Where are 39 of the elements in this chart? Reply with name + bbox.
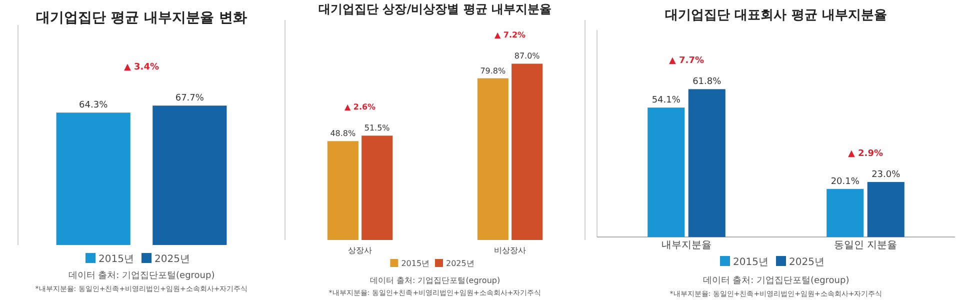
x-tick-label: 내부지분율	[662, 240, 712, 251]
x-tick-label: 상장사	[348, 246, 372, 255]
data-label: 23.0%	[872, 170, 901, 180]
bar	[477, 78, 508, 240]
bar	[867, 182, 904, 237]
annotation: ▲ 2.9%	[848, 148, 884, 159]
data-label: 61.8%	[692, 77, 722, 88]
bar	[327, 141, 358, 240]
bar	[688, 89, 726, 237]
data-label: 54.1%	[652, 96, 681, 106]
data-label: 64.3%	[79, 100, 108, 111]
chart-title: 대기업집단 상장/비상장별 평균 내부지분율	[318, 2, 552, 16]
legend-label: 2025년	[789, 257, 824, 268]
bar	[512, 64, 543, 240]
text: ▲ 7.2%	[494, 30, 526, 40]
legend-label: 2025년	[154, 254, 190, 265]
legend-label: 2025년	[446, 259, 474, 268]
data-label: 79.8%	[480, 66, 506, 76]
bar	[362, 136, 393, 240]
text: 데이터 출처: 기업집단포털(egroup)	[68, 271, 215, 281]
data-label: 48.8%	[330, 129, 356, 138]
bar	[826, 188, 864, 237]
text: 데이터 출처: 기업집단포털(egroup)	[370, 276, 500, 285]
legend-label: 2015년	[401, 259, 430, 268]
data-label: 87.0%	[514, 52, 540, 61]
bar	[648, 108, 685, 237]
data-label: 51.5%	[364, 124, 390, 133]
text: ▲ 3.4%	[124, 62, 160, 73]
data-label: 67.7%	[175, 94, 204, 104]
chart-title: 대기업집단 평균 내부지분율 변화	[36, 10, 247, 26]
data-label: 20.1%	[830, 176, 860, 187]
text: 데이터 출처: 기업집단포털(egroup)	[702, 276, 850, 286]
x-tick-label: 비상장사	[494, 246, 526, 255]
legend-label: 2015년	[98, 254, 134, 265]
x-tick-label: 동일인 지분율	[834, 240, 898, 251]
annotation: ▲ 2.6%	[344, 102, 376, 112]
legend-label: 2015년	[733, 257, 768, 268]
chart-title: 대기업집단 대표회사 평균 내부지분율	[665, 8, 887, 23]
text: ▲ 7.7%	[668, 56, 704, 66]
